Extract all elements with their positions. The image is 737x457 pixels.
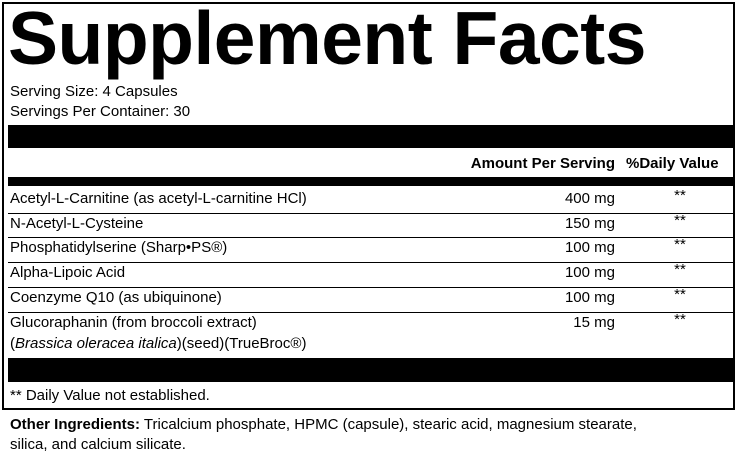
detail-text: ( — [10, 335, 15, 352]
ingredient-name: Coenzyme Q10 (as ubiquinone) — [10, 289, 222, 306]
amount: 400 mg — [564, 190, 615, 207]
amount: 100 mg — [564, 289, 615, 306]
ingredient-detail: (Brassica oleracea italica)(seed)(TrueBr… — [10, 335, 306, 353]
column-header: Amount Per Serving — [470, 155, 615, 172]
amount: 100 mg — [564, 239, 615, 256]
detail-text: )(seed)(TrueBroc®) — [176, 335, 307, 352]
other-ingredients-label: Other Ingredients: — [10, 416, 141, 433]
footnote: ** Daily Value not established. — [10, 387, 210, 404]
ingredient-name: Glucoraphanin (from broccoli extract) — [10, 314, 257, 331]
daily-value: ** — [674, 286, 686, 303]
thick-bar — [8, 125, 733, 148]
daily-value: ** — [674, 311, 686, 328]
other-ingredients-text: Tricalcium phosphate, HPMC (capsule), st… — [143, 416, 637, 433]
daily-value: ** — [674, 236, 686, 253]
row-rule — [8, 213, 733, 214]
row-rule — [8, 262, 733, 263]
label-box: Supplement Facts Serving Size: 4 Capsule… — [2, 0, 735, 410]
servings-per-container: Servings Per Container: 30 — [10, 103, 191, 120]
ingredient-name: N-Acetyl-L-Cysteine — [10, 215, 144, 232]
ingredient-name: Alpha-Lipoic Acid — [10, 264, 126, 281]
ingredient-name: Acetyl-L-Carnitine (as acetyl-L-carnitin… — [10, 190, 307, 207]
row-rule — [8, 287, 733, 288]
amount: 100 mg — [564, 264, 615, 281]
daily-value: ** — [674, 187, 686, 204]
amount: 150 mg — [564, 215, 615, 232]
daily-value: ** — [674, 212, 686, 229]
thick-bar — [8, 358, 733, 382]
detail-italic: Brassica oleracea italica — [15, 335, 177, 352]
column-header: %Daily Value — [626, 155, 719, 172]
title: Supplement Facts — [8, 0, 646, 80]
thick-bar — [8, 177, 733, 186]
row-rule — [8, 312, 733, 313]
other-ingredients: Other Ingredients: Tricalcium phosphate,… — [10, 416, 637, 434]
daily-value: ** — [674, 261, 686, 278]
serving-size: Serving Size: 4 Capsules — [10, 83, 178, 100]
amount: 15 mg — [573, 314, 615, 331]
ingredient-name: Phosphatidylserine (Sharp•PS®) — [10, 239, 228, 256]
other-ingredients-text: silica, and calcium silicate. — [10, 436, 186, 453]
row-rule — [8, 237, 733, 238]
